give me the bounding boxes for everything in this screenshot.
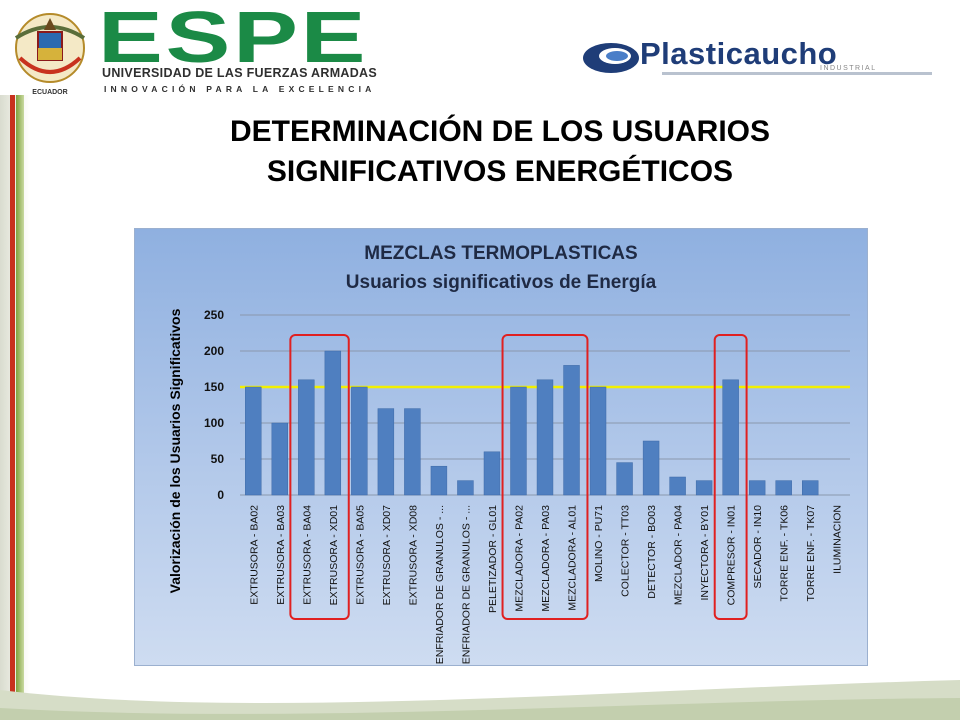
crest-label: ECUADOR xyxy=(32,89,67,96)
bar xyxy=(298,379,315,496)
bar xyxy=(271,422,288,496)
y-tick-label: 150 xyxy=(204,380,224,394)
bar xyxy=(748,480,766,496)
bottom-swoosh-decor xyxy=(0,680,960,720)
bars xyxy=(245,350,819,496)
x-tick-label: DETECTOR - BO03 xyxy=(646,505,658,599)
x-tick-label: MOLINO - PU71 xyxy=(593,505,605,582)
x-tick-label: ENFRIADOR DE GRANULOS - ... xyxy=(434,505,446,664)
bar xyxy=(563,365,580,496)
bar xyxy=(324,350,342,496)
x-tick-label: EXTRUSORA - XD07 xyxy=(381,505,393,606)
bar xyxy=(616,462,633,496)
x-tick-label: EXTRUSORA - BA04 xyxy=(301,505,313,605)
highlight-boxes xyxy=(289,334,748,620)
highlight-box xyxy=(501,334,589,620)
highlight-box xyxy=(713,334,748,620)
bar xyxy=(377,408,395,496)
x-tick-label: EXTRUSORA - XD08 xyxy=(407,505,419,606)
y-tick-label: 50 xyxy=(211,452,225,466)
bar xyxy=(802,480,819,496)
x-tick-label: TORRE ENF. - TK07 xyxy=(805,505,817,602)
x-tick-label: EXTRUSORA - BA02 xyxy=(248,505,260,605)
y-axis-label: Valorización de los Usuarios Significati… xyxy=(167,308,183,593)
chart-subtitle: Usuarios significativos de Energía xyxy=(346,272,657,293)
y-tick-label: 100 xyxy=(204,416,224,430)
bar xyxy=(642,440,660,496)
partner-subtitle: INDUSTRIAL xyxy=(820,65,877,72)
bar-chart: MEZCLAS TERMOPLASTICAS Usuarios signific… xyxy=(167,243,850,664)
x-tick-label: ENFRIADOR DE GRANULOS - ... xyxy=(460,505,472,664)
chart-panel: MEZCLAS TERMOPLASTICAS Usuarios signific… xyxy=(134,228,868,666)
x-tick-label: ILUMINACION xyxy=(832,505,844,574)
y-tick-label: 200 xyxy=(204,344,224,358)
x-tick-label: MEZCLADOR - PA04 xyxy=(673,505,685,605)
x-tick-label: MEZCLADORA - AL01 xyxy=(567,505,579,611)
slide-header: ECUADOR ESPE UNIVERSIDAD DE LAS FUERZAS … xyxy=(0,0,960,100)
x-tick-label: EXTRUSORA - BA03 xyxy=(275,505,287,605)
highlight-box xyxy=(289,334,350,620)
slide-title: DETERMINACIÓN DE LOS USUARIOS SIGNIFICAT… xyxy=(100,112,900,192)
left-decor-band xyxy=(0,95,30,720)
university-name: UNIVERSIDAD DE LAS FUERZAS ARMADAS xyxy=(102,66,378,80)
bar xyxy=(722,379,739,496)
bar xyxy=(404,408,421,496)
bar xyxy=(351,386,368,496)
x-tick-label: COLECTOR - TT03 xyxy=(620,505,632,597)
x-tick-label: INYECTORA - BY01 xyxy=(699,505,711,601)
bar xyxy=(245,386,262,496)
bar xyxy=(775,480,792,496)
bar xyxy=(536,379,554,496)
slide-title-line1: DETERMINACIÓN DE LOS USUARIOS xyxy=(229,115,771,148)
x-tick-label: EXTRUSORA - BA05 xyxy=(354,505,366,605)
x-tick-label: MEZCLADORA - PA02 xyxy=(513,505,525,612)
chart-title: MEZCLAS TERMOPLASTICAS xyxy=(364,243,637,264)
y-tick-label: 250 xyxy=(204,308,224,322)
partner-logo: Plasticaucho INDUSTRIAL xyxy=(582,36,942,78)
espe-crest-logo: ECUADOR xyxy=(14,13,86,96)
x-tick-label: TORRE ENF. - TK06 xyxy=(779,505,791,602)
partner-underline xyxy=(662,72,932,75)
x-tick-label: MEZCLADORA - PA03 xyxy=(540,505,552,612)
x-tick-label: COMPRESOR - IN01 xyxy=(726,505,738,606)
x-tick-label: EXTRUSORA - XD01 xyxy=(328,505,340,606)
bar xyxy=(669,476,686,496)
bar xyxy=(589,386,607,496)
bar xyxy=(430,465,448,496)
university-tagline: INNOVACIÓN PARA LA EXCELENCIA xyxy=(104,84,376,94)
slide-title-line2: SIGNIFICATIVOS ENERGÉTICOS xyxy=(266,155,734,188)
bar xyxy=(483,451,501,496)
bar xyxy=(695,480,713,496)
left-green-stripe xyxy=(16,95,24,720)
x-tick-label: SECADOR - IN10 xyxy=(752,505,764,589)
x-tick-labels: EXTRUSORA - BA02 EXTRUSORA - BA03 EXTRUSOR… xyxy=(248,505,843,664)
bar xyxy=(510,386,527,496)
partner-name: Plasticaucho xyxy=(640,36,838,71)
left-red-stripe xyxy=(10,95,15,720)
y-tick-label: 0 xyxy=(217,488,224,502)
bar xyxy=(457,480,474,496)
partner-logo-icon xyxy=(583,43,639,73)
y-tick-labels: 0 50 100 150 200 250 xyxy=(204,308,224,502)
x-tick-label: PELETIZADOR - GL01 xyxy=(487,505,499,613)
espe-wordmark: ESPE xyxy=(98,0,369,78)
